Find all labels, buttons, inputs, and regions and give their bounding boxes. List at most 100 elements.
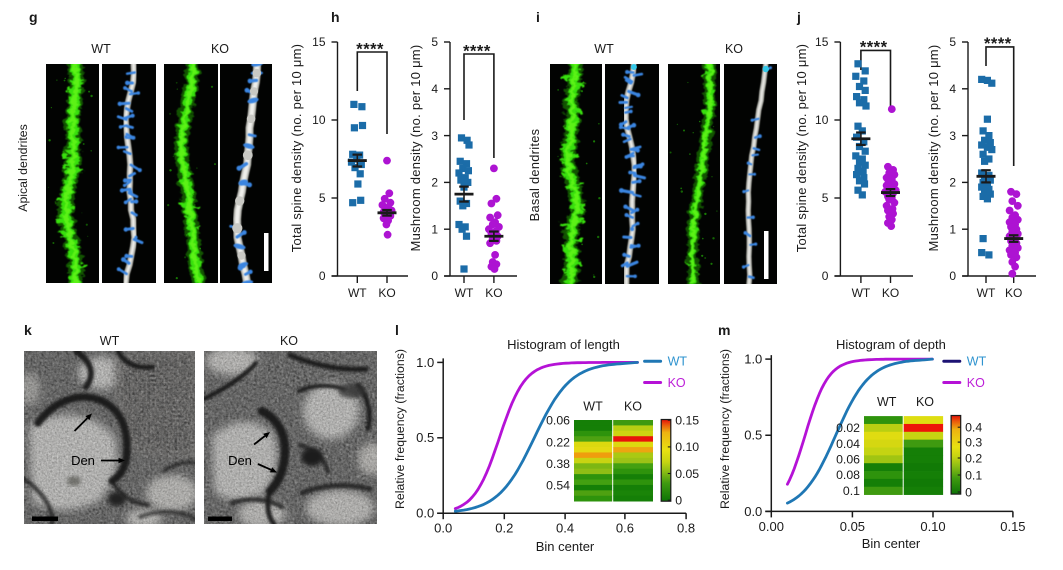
svg-text:1.0: 1.0 [744, 352, 762, 367]
svg-text:WT: WT [594, 42, 614, 56]
svg-text:15: 15 [815, 35, 829, 49]
svg-text:Relative frequency (fractions): Relative frequency (fractions) [718, 349, 732, 509]
svg-text:Basal dendrites: Basal dendrites [527, 129, 542, 222]
svg-text:Total spine density (no. per 1: Total spine density (no. per 10 μm) [289, 44, 304, 252]
svg-text:0.04: 0.04 [836, 437, 860, 451]
svg-text:0.3: 0.3 [965, 435, 982, 449]
svg-text:0.05: 0.05 [840, 519, 865, 534]
svg-text:i: i [536, 9, 540, 25]
svg-text:Total spine density (no. per 1: Total spine density (no. per 10 μm) [794, 44, 809, 252]
svg-text:0: 0 [675, 494, 682, 508]
svg-text:0.5: 0.5 [416, 430, 434, 445]
svg-text:WT: WT [455, 286, 474, 300]
svg-text:0.54: 0.54 [546, 479, 570, 493]
svg-text:0.00: 0.00 [759, 519, 784, 534]
svg-text:0.4: 0.4 [556, 521, 574, 536]
svg-text:0.15: 0.15 [675, 414, 699, 428]
svg-text:WT: WT [348, 286, 367, 300]
svg-text:10: 10 [815, 113, 829, 127]
svg-text:WT: WT [668, 355, 688, 369]
svg-text:Den: Den [228, 453, 252, 468]
svg-text:Histogram of length: Histogram of length [507, 337, 620, 352]
svg-text:Bin center: Bin center [536, 539, 595, 554]
svg-text:5: 5 [949, 35, 956, 49]
svg-text:4: 4 [431, 82, 438, 96]
svg-text:0.1: 0.1 [965, 468, 982, 482]
svg-text:0.5: 0.5 [744, 428, 762, 443]
svg-text:Histogram of depth: Histogram of depth [836, 337, 946, 352]
svg-text:0.1: 0.1 [843, 484, 860, 498]
svg-text:0.8: 0.8 [677, 521, 695, 536]
svg-text:KO: KO [1005, 286, 1022, 300]
svg-text:****: **** [984, 35, 1012, 53]
svg-text:0.4: 0.4 [965, 421, 982, 435]
svg-text:WT: WT [877, 395, 897, 409]
svg-text:0: 0 [319, 269, 326, 283]
svg-text:3: 3 [431, 129, 438, 143]
svg-text:l: l [395, 322, 399, 338]
svg-text:Den: Den [71, 453, 95, 468]
svg-text:0.2: 0.2 [495, 521, 513, 536]
svg-text:WT: WT [967, 355, 987, 369]
svg-text:j: j [796, 9, 801, 25]
svg-text:WT: WT [977, 286, 996, 300]
svg-text:Mushroom density (no. per 10 μ: Mushroom density (no. per 10 μm) [926, 45, 941, 252]
svg-text:0.0: 0.0 [744, 504, 762, 519]
svg-text:KO: KO [280, 334, 298, 348]
svg-text:5: 5 [431, 35, 438, 49]
svg-text:0: 0 [949, 269, 956, 283]
svg-text:5: 5 [822, 191, 829, 205]
svg-text:15: 15 [312, 35, 326, 49]
svg-text:g: g [29, 9, 38, 25]
svg-text:4: 4 [949, 82, 956, 96]
svg-text:WT: WT [91, 42, 111, 56]
svg-text:0.38: 0.38 [546, 457, 570, 471]
svg-text:KO: KO [882, 286, 899, 300]
svg-text:5: 5 [319, 191, 326, 205]
svg-text:0.02: 0.02 [836, 421, 860, 435]
svg-text:1: 1 [431, 222, 438, 236]
svg-text:KO: KO [725, 42, 743, 56]
svg-text:****: **** [356, 40, 384, 58]
svg-text:h: h [331, 9, 340, 25]
svg-text:k: k [24, 322, 32, 338]
svg-text:0.6: 0.6 [616, 521, 634, 536]
svg-text:KO: KO [668, 376, 686, 390]
svg-text:0: 0 [965, 485, 972, 499]
svg-text:0.06: 0.06 [546, 414, 570, 428]
svg-text:KO: KO [378, 286, 395, 300]
svg-text:Relative frequency (fractions): Relative frequency (fractions) [393, 349, 407, 509]
svg-text:****: **** [860, 39, 888, 57]
svg-text:WT: WT [583, 400, 603, 414]
svg-text:3: 3 [949, 129, 956, 143]
svg-text:KO: KO [211, 42, 229, 56]
svg-text:2: 2 [431, 176, 438, 190]
svg-text:Mushroom density (no. per 10 μ: Mushroom density (no. per 10 μm) [408, 45, 423, 252]
svg-text:Bin center: Bin center [862, 536, 921, 551]
svg-text:1: 1 [949, 222, 956, 236]
svg-text:KO: KO [967, 376, 985, 390]
svg-text:1.0: 1.0 [416, 355, 434, 370]
svg-text:0.08: 0.08 [836, 468, 860, 482]
svg-text:m: m [718, 322, 730, 338]
svg-text:KO: KO [916, 395, 934, 409]
svg-text:0.15: 0.15 [1000, 519, 1025, 534]
svg-text:Apical dendrites: Apical dendrites [16, 124, 30, 212]
svg-text:0.05: 0.05 [675, 467, 699, 481]
svg-text:2: 2 [949, 176, 956, 190]
svg-text:WT: WT [852, 286, 871, 300]
svg-text:0.0: 0.0 [434, 521, 452, 536]
svg-text:10: 10 [312, 113, 326, 127]
svg-text:WT: WT [100, 334, 120, 348]
svg-text:0.22: 0.22 [546, 435, 570, 449]
svg-text:0.06: 0.06 [836, 452, 860, 466]
svg-text:0.10: 0.10 [675, 440, 699, 454]
svg-text:0: 0 [822, 269, 829, 283]
svg-text:KO: KO [624, 400, 642, 414]
svg-text:****: **** [463, 42, 491, 60]
svg-text:0.0: 0.0 [416, 506, 434, 521]
svg-text:0: 0 [431, 269, 438, 283]
svg-text:0.10: 0.10 [920, 519, 945, 534]
svg-text:KO: KO [485, 286, 502, 300]
svg-text:0.2: 0.2 [965, 451, 982, 465]
